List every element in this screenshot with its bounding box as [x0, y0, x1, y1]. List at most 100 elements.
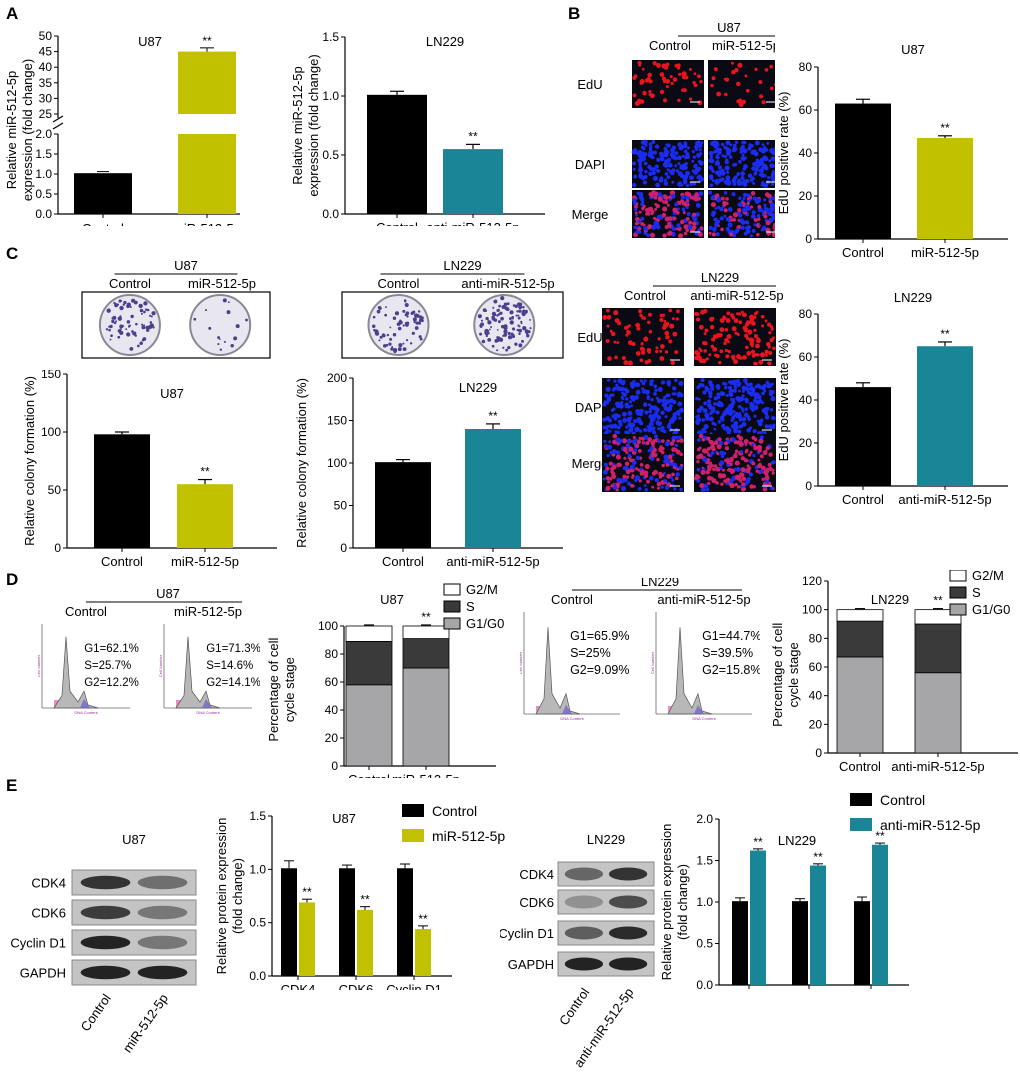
micro-image-merge: [602, 433, 684, 492]
colony-col-label: anti-miR-512-5p: [461, 276, 554, 291]
cell-nucleus: [648, 142, 653, 147]
cell-nucleus: [708, 231, 712, 235]
cell-nucleus: [658, 475, 663, 479]
cell-nucleus: [632, 201, 637, 206]
cell-nucleus: [700, 487, 706, 493]
colony: [226, 310, 231, 315]
cell-nucleus: [696, 417, 702, 423]
cell-nucleus: [758, 385, 762, 389]
cell-nucleus: [698, 160, 704, 166]
cell-nucleus: [645, 391, 650, 395]
cell-nucleus: [628, 400, 633, 404]
colony: [509, 317, 512, 321]
panel-letter-c: C: [6, 244, 19, 263]
cell-nucleus: [677, 394, 680, 398]
cell-nucleus: [732, 379, 738, 385]
western-blot-u87: U87 CDK4 CDK6 Cyclin D1 GAPDH Control miR-512-…: [10, 832, 197, 1055]
blot-band: [608, 957, 648, 971]
cell-nucleus: [618, 404, 622, 408]
cell-nucleus: [654, 144, 660, 149]
cell-nucleus: [763, 198, 767, 202]
cell-nucleus: [672, 331, 678, 337]
legend-label: Control: [880, 792, 925, 808]
cell-nucleus: [709, 183, 714, 188]
colony: [529, 327, 532, 330]
cell-nucleus: [722, 426, 727, 431]
cell-nucleus: [717, 419, 722, 424]
cell-nucleus: [660, 485, 664, 489]
cell-nucleus: [760, 148, 766, 154]
cell-nucleus: [755, 310, 759, 314]
y-tick-label: 0: [815, 746, 822, 760]
cell-nucleus: [667, 223, 672, 229]
cell-nucleus: [737, 382, 742, 386]
colony: [143, 310, 146, 314]
cell-nucleus: [710, 464, 715, 468]
cell-nucleus: [659, 445, 663, 449]
microscopy-col-label: anti-miR-512-5p: [690, 288, 783, 303]
cell-nucleus: [708, 158, 712, 163]
cell-nucleus: [622, 417, 628, 423]
colony: [114, 303, 119, 308]
colony: [516, 310, 519, 313]
colony: [219, 338, 221, 341]
colony: [132, 331, 137, 336]
bar: [74, 173, 132, 214]
cell-nucleus: [671, 472, 675, 477]
colony: [139, 304, 142, 307]
cell-nucleus: [671, 478, 675, 482]
cell-nucleus: [640, 145, 645, 149]
cell-nucleus: [763, 203, 767, 207]
cell-nucleus: [651, 417, 656, 422]
cell-nucleus: [659, 349, 663, 353]
y-tick-label: 0.0: [249, 969, 266, 983]
cell-nucleus: [737, 62, 743, 68]
cell-nucleus: [615, 488, 619, 492]
y-tick-label: 0: [805, 479, 812, 493]
cell-nucleus: [607, 356, 612, 361]
cell-nucleus: [639, 408, 643, 413]
cell-nucleus: [772, 346, 776, 351]
colony: [487, 332, 490, 335]
cell-nucleus: [705, 357, 709, 361]
stack-segment-g1-g0: [914, 672, 962, 754]
blot-band: [564, 867, 604, 881]
cell-nucleus: [638, 479, 642, 483]
cell-nucleus: [639, 462, 644, 467]
cell-nucleus: [774, 210, 775, 213]
colony: [509, 312, 512, 315]
axis-break-mark: [52, 115, 64, 123]
micro-image-edu: [632, 60, 704, 108]
cell-nucleus: [710, 83, 714, 88]
cell-nucleus: [682, 201, 687, 206]
cell-nucleus: [760, 169, 764, 173]
x-tick-label: CDK6: [339, 982, 374, 990]
cell-nucleus: [733, 359, 739, 365]
cell-nucleus: [747, 146, 752, 151]
cell-nucleus: [749, 234, 753, 238]
flow-histogram: Cell Number DNA Content: [650, 612, 752, 721]
colony: [134, 334, 137, 337]
cell-nucleus: [754, 167, 759, 172]
cell-nucleus: [630, 384, 636, 389]
cell-nucleus: [663, 194, 667, 198]
cell-nucleus: [638, 436, 642, 440]
cell-nucleus: [761, 100, 766, 105]
cell-nucleus: [642, 316, 647, 320]
cell-nucleus: [766, 211, 772, 216]
x-tick-label: miR-512-5p: [171, 554, 239, 569]
cell-nucleus: [741, 157, 746, 161]
colony: [112, 315, 117, 320]
cell-nucleus: [634, 467, 639, 471]
cell-nucleus: [747, 173, 753, 178]
cell-nucleus: [676, 309, 680, 314]
cell-nucleus: [686, 146, 690, 150]
colony: [245, 318, 248, 322]
cell-nucleus: [738, 196, 742, 200]
cell-nucleus: [686, 203, 690, 207]
cell-nucleus: [760, 166, 764, 170]
cell-nucleus: [698, 148, 702, 152]
cell-nucleus: [737, 312, 742, 316]
cell-nucleus: [635, 389, 641, 395]
y-tick-label: 20: [799, 436, 813, 450]
